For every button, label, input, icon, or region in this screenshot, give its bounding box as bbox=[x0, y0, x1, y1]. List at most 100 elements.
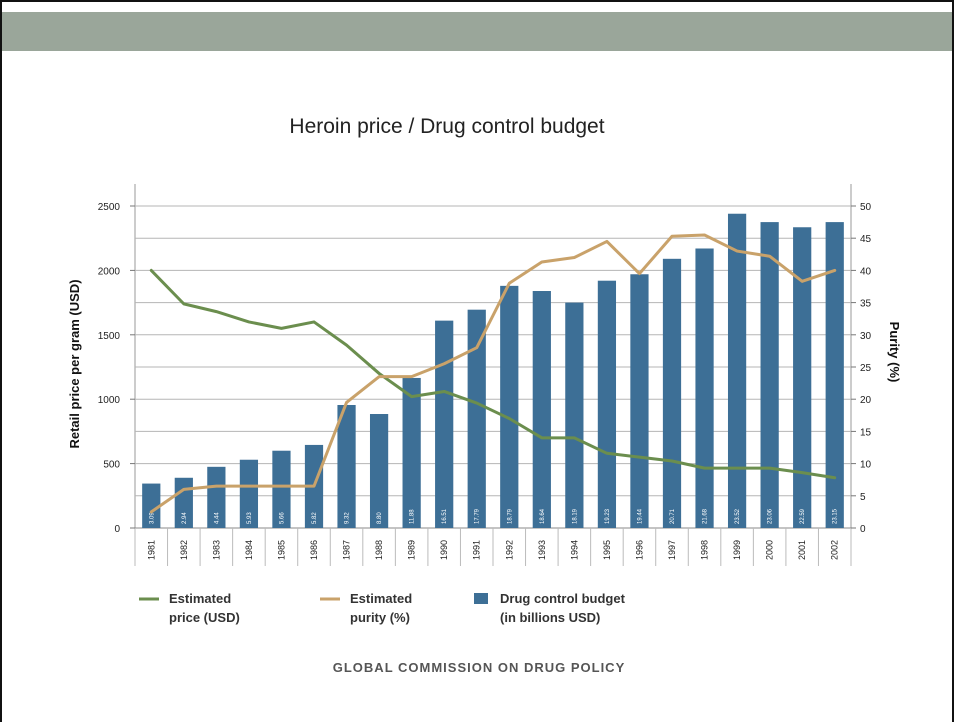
x-tick-label: 1999 bbox=[732, 540, 742, 560]
left-tick-label: 2000 bbox=[98, 266, 121, 277]
budget-bar bbox=[467, 309, 486, 528]
budget-bar bbox=[695, 248, 714, 528]
x-tick-label: 1985 bbox=[276, 540, 286, 560]
bar-value-label: 23.06 bbox=[768, 508, 774, 524]
right-tick-label: 10 bbox=[860, 460, 872, 471]
x-tick-label: 1986 bbox=[309, 540, 319, 560]
x-axis-ticks: 1981 1982 1983 1984 1985 1986 1987 1988 1989 1990… bbox=[146, 540, 839, 560]
budget-bar bbox=[239, 459, 259, 528]
budget-bar bbox=[630, 274, 649, 528]
bar-value-label: 5.93 bbox=[247, 512, 253, 524]
budget-bar bbox=[272, 450, 291, 528]
bar-value-label: 18.19 bbox=[572, 508, 578, 524]
left-tick-label: 500 bbox=[103, 460, 120, 471]
budget-bar bbox=[825, 222, 844, 528]
left-tick-label: 2500 bbox=[98, 202, 121, 213]
legend: Estimated price (USD) Estimated purity (%) D… bbox=[139, 591, 626, 625]
left-tick-label: 1000 bbox=[98, 395, 121, 406]
legend-label: purity (%) bbox=[350, 610, 410, 625]
budget-bar bbox=[142, 483, 161, 528]
legend-label: Estimated bbox=[350, 591, 412, 606]
right-tick-label: 40 bbox=[860, 266, 872, 277]
right-axis-ticks: 0 5 10 15 20 25 30 35 40 45 50 bbox=[851, 202, 872, 535]
budget-bar bbox=[793, 227, 812, 528]
bar-value-label: 4.44 bbox=[214, 512, 220, 524]
budget-bar bbox=[337, 404, 356, 528]
right-axis-title: Purity (%) bbox=[887, 322, 902, 383]
budget-bars bbox=[142, 213, 844, 528]
x-tick-label: 1992 bbox=[504, 540, 514, 560]
bar-value-label: 9.32 bbox=[345, 512, 351, 524]
bar-value-label: 19.23 bbox=[605, 508, 611, 524]
bar-value-label: 18.64 bbox=[540, 508, 546, 524]
x-tick-label: 1997 bbox=[667, 540, 677, 560]
right-tick-label: 5 bbox=[860, 492, 866, 503]
bar-value-label: 23.52 bbox=[735, 508, 741, 524]
x-tick-label: 1988 bbox=[374, 540, 384, 560]
bar-value-label: 20.71 bbox=[670, 508, 676, 524]
header-band bbox=[2, 12, 952, 51]
bar-value-label: 8.80 bbox=[377, 512, 383, 524]
x-tick-label: 1990 bbox=[439, 540, 449, 560]
bar-value-label: 19.44 bbox=[637, 508, 643, 524]
x-tick-label: 2001 bbox=[797, 540, 807, 560]
chart-title: Heroin price / Drug control budget bbox=[289, 115, 605, 138]
bar-value-label: 11.88 bbox=[410, 509, 416, 524]
x-tick-label: 1998 bbox=[700, 540, 710, 560]
x-tick-label: 1994 bbox=[569, 540, 579, 560]
legend-swatch bbox=[474, 593, 488, 604]
source-credit: GLOBAL COMMISSION ON DRUG POLICY bbox=[332, 660, 626, 675]
budget-bar bbox=[532, 291, 551, 528]
x-tick-label: 1995 bbox=[602, 540, 612, 560]
budget-bar bbox=[500, 285, 519, 528]
bar-value-label: 5.82 bbox=[312, 512, 318, 524]
bar-value-label: 18.79 bbox=[507, 508, 513, 524]
legend-label: price (USD) bbox=[169, 610, 240, 625]
bar-value-label: 17.79 bbox=[475, 508, 481, 524]
legend-label: Drug control budget bbox=[500, 591, 626, 606]
series-lines bbox=[149, 233, 837, 514]
x-tick-label: 1987 bbox=[342, 540, 352, 560]
legend-label: Estimated bbox=[169, 591, 231, 606]
budget-bar bbox=[435, 320, 454, 528]
bar-value-label: 23.15 bbox=[833, 508, 839, 524]
right-tick-label: 50 bbox=[860, 202, 872, 213]
right-tick-label: 35 bbox=[860, 299, 872, 310]
bar-value-label: 21.68 bbox=[703, 508, 709, 524]
x-tick-label: 2000 bbox=[765, 540, 775, 560]
right-tick-label: 15 bbox=[860, 427, 872, 438]
budget-bar bbox=[727, 213, 747, 528]
right-tick-label: 0 bbox=[860, 524, 866, 535]
budget-bar bbox=[207, 466, 226, 528]
x-tick-label: 1982 bbox=[179, 540, 189, 560]
budget-bar bbox=[597, 280, 617, 528]
x-tick-label: 1991 bbox=[472, 540, 482, 560]
bar-value-label: 16.51 bbox=[442, 508, 448, 524]
bar-value-label: 22.59 bbox=[800, 508, 806, 524]
bar-value-label: 5.66 bbox=[279, 512, 285, 524]
left-tick-label: 0 bbox=[114, 524, 120, 535]
right-tick-label: 30 bbox=[860, 331, 872, 342]
legend-label: (in billions USD) bbox=[500, 610, 600, 625]
right-tick-label: 45 bbox=[860, 234, 872, 245]
budget-bar bbox=[662, 258, 682, 528]
x-tick-label: 1983 bbox=[211, 540, 221, 560]
x-tick-label: 1996 bbox=[634, 540, 644, 560]
left-axis-title: Retail price per gram (USD) bbox=[67, 279, 82, 448]
x-tick-label: 2002 bbox=[830, 540, 840, 560]
x-tick-label: 1993 bbox=[537, 540, 547, 560]
x-tick-label: 1989 bbox=[407, 540, 417, 560]
budget-bar bbox=[760, 222, 779, 528]
budget-bar bbox=[369, 414, 389, 528]
bar-value-label: 2.94 bbox=[182, 512, 188, 524]
purity-line bbox=[149, 233, 837, 514]
left-tick-label: 1500 bbox=[98, 331, 121, 342]
budget-bar bbox=[565, 302, 584, 528]
budget-bar bbox=[402, 377, 421, 528]
bar-value-label: 3.09 bbox=[149, 512, 155, 524]
right-tick-label: 20 bbox=[860, 395, 872, 406]
price-line bbox=[149, 268, 837, 480]
bar-value-labels: 3.09 2.94 4.44 5.93 5.66 5.82 9.32 8.80 11.88 16.… bbox=[149, 508, 838, 524]
